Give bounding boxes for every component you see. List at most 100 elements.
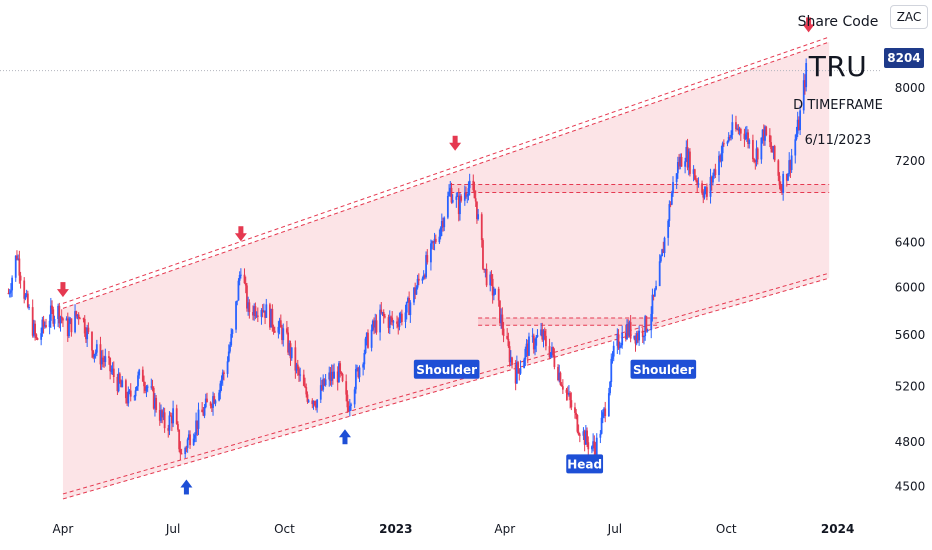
candle-body: [545, 335, 547, 347]
candle-body: [460, 196, 463, 201]
candle-body: [518, 368, 521, 374]
y-tick-label: 7200: [895, 154, 926, 168]
arrow-shaft: [452, 135, 458, 144]
candle-body: [797, 119, 800, 131]
candle-body: [534, 345, 536, 350]
candle-body: [788, 160, 791, 174]
candle-body: [761, 129, 764, 138]
candle-body: [718, 155, 720, 176]
candle-body: [254, 306, 257, 317]
candle-body: [9, 290, 12, 293]
candle-body: [120, 382, 122, 388]
candle-body: [323, 378, 326, 386]
candle-body: [221, 372, 224, 380]
label-text: Shoulder: [633, 363, 694, 377]
candle-body: [338, 363, 340, 383]
candle-body: [397, 323, 400, 327]
candle-body: [753, 159, 756, 161]
candle-body: [459, 196, 461, 215]
candle-body: [307, 400, 310, 402]
candle-body: [271, 308, 274, 327]
candle-body: [624, 332, 627, 339]
currency-badge[interactable]: ZAC: [890, 5, 928, 29]
candle-body: [532, 335, 535, 350]
candle-body: [489, 274, 492, 286]
candle-body: [86, 327, 89, 340]
candle-body: [779, 185, 782, 190]
candle-body: [145, 386, 148, 391]
arrow-head: [338, 429, 351, 438]
candle-body: [423, 275, 426, 278]
candle-body: [477, 214, 480, 220]
candle-body: [357, 367, 360, 378]
candle-body: [262, 310, 265, 313]
candle-body: [645, 316, 648, 331]
candle-body: [628, 322, 631, 336]
candle-body: [313, 401, 316, 406]
candle-body: [566, 392, 569, 395]
y-tick-label: 4800: [895, 435, 926, 449]
candle-body: [804, 80, 806, 88]
candle-body: [553, 355, 556, 367]
candle-body: [253, 306, 256, 316]
candle-body: [155, 397, 158, 410]
candle-body: [644, 316, 647, 337]
candle-body: [704, 187, 707, 192]
candle-body: [304, 385, 306, 388]
candle-body: [523, 359, 526, 369]
candle-body: [415, 287, 418, 295]
candle-body: [179, 449, 182, 454]
candle-body: [676, 162, 679, 174]
candle-body: [743, 133, 746, 139]
candle-body: [363, 353, 366, 365]
candle-body: [754, 160, 757, 162]
candle-body: [197, 409, 200, 429]
candle-body: [238, 274, 241, 281]
candle-body: [407, 298, 409, 302]
candle-body: [295, 364, 298, 371]
candle-body: [668, 204, 671, 221]
candle-body: [612, 345, 615, 357]
candle-body: [65, 318, 68, 321]
candle-body: [509, 357, 512, 363]
candle-body: [517, 362, 519, 369]
candle-body: [727, 136, 730, 142]
candle-body: [582, 431, 585, 436]
channel-fill-layer: [62, 42, 830, 499]
candle-body: [235, 301, 237, 330]
candle-body: [781, 189, 783, 193]
candle-body: [643, 336, 645, 338]
candle-body: [248, 302, 251, 313]
arrow-head: [802, 24, 815, 33]
candle-body: [230, 333, 233, 346]
candle-body: [282, 328, 285, 341]
candle-body: [109, 357, 112, 372]
candle-body: [455, 196, 458, 200]
candle-body: [170, 415, 173, 424]
candle-body: [552, 347, 555, 356]
candle-body: [87, 327, 90, 332]
label-bg: [630, 359, 697, 379]
candle-body: [511, 357, 513, 365]
share-code: TRU: [808, 50, 868, 83]
candle-body: [356, 367, 358, 370]
candle-body: [430, 243, 432, 263]
share-code-label: Share Code: [797, 14, 879, 30]
candle-body: [796, 119, 799, 134]
candle-body: [679, 156, 682, 167]
candle-body: [409, 302, 412, 315]
candle-body: [209, 402, 212, 406]
candle-body: [134, 390, 137, 397]
candle-body: [341, 373, 344, 382]
candle-body: [756, 148, 759, 160]
candle-body: [745, 132, 748, 135]
candle-body: [549, 352, 552, 358]
candle-body: [144, 386, 147, 391]
candle-body: [457, 195, 460, 215]
candle-body: [760, 137, 763, 160]
candle-body: [294, 347, 297, 371]
candle-body: [270, 308, 273, 328]
x-tick-label: Jul: [165, 522, 180, 536]
candle-body: [277, 326, 280, 333]
candle-body: [626, 324, 628, 339]
